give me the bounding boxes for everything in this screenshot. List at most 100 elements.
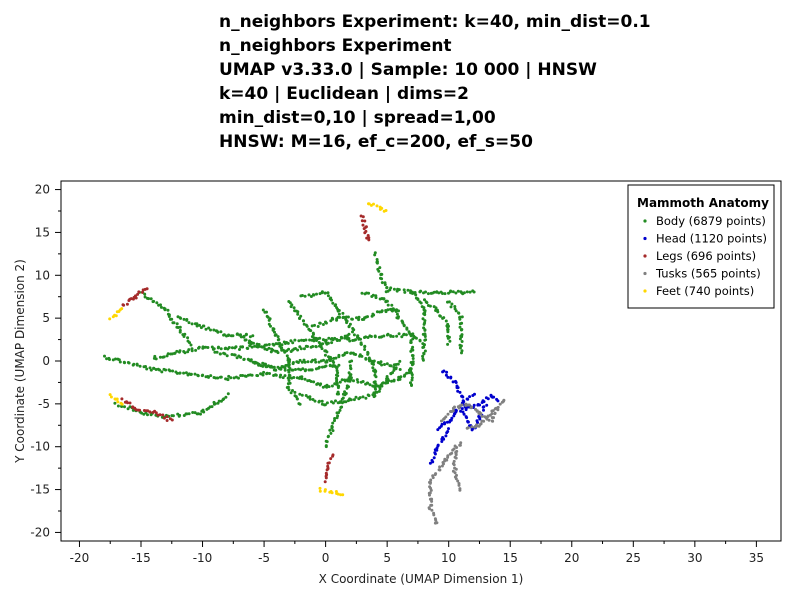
data-point (223, 352, 227, 356)
data-point (478, 416, 482, 419)
data-point (292, 376, 296, 379)
data-point (454, 309, 458, 313)
data-point (312, 332, 315, 336)
data-point (411, 357, 415, 360)
data-point (312, 380, 316, 384)
data-point (457, 406, 461, 410)
data-point (217, 345, 220, 349)
points-layer (103, 202, 506, 525)
data-point (178, 330, 182, 334)
legend-label: Head (1120 points) (656, 232, 767, 246)
data-point (146, 413, 149, 417)
data-point (491, 409, 495, 413)
data-point (444, 373, 448, 377)
data-point (315, 292, 318, 296)
data-point (309, 329, 313, 333)
data-point (385, 333, 389, 337)
data-point (445, 458, 449, 462)
data-point (300, 393, 304, 397)
data-point (308, 395, 312, 399)
data-point (233, 353, 237, 357)
data-point (410, 354, 414, 357)
data-point (453, 305, 457, 308)
data-point (108, 393, 112, 397)
data-point (385, 299, 389, 303)
data-point (384, 381, 387, 385)
data-point (175, 325, 179, 329)
data-point (378, 266, 382, 270)
data-point (460, 334, 463, 338)
data-point (170, 317, 174, 321)
data-point (215, 350, 219, 354)
data-point (244, 338, 248, 342)
data-point (241, 345, 244, 349)
data-point (140, 290, 144, 294)
data-point (498, 402, 502, 406)
data-point (291, 361, 295, 364)
data-point (446, 330, 450, 334)
data-point (367, 291, 371, 295)
data-point (380, 277, 384, 281)
data-point (446, 375, 450, 379)
data-point (274, 342, 278, 346)
data-point (348, 379, 352, 383)
data-point (338, 408, 342, 412)
data-point (217, 399, 221, 403)
data-point (379, 360, 383, 364)
data-point (265, 343, 269, 347)
data-point (327, 385, 331, 389)
data-point (201, 324, 205, 328)
data-point (349, 367, 353, 371)
x-tick-label: -5 (258, 551, 270, 565)
data-point (281, 348, 285, 352)
data-point (287, 369, 291, 373)
y-tick-label: -5 (38, 397, 50, 411)
data-point (329, 357, 333, 361)
data-point (250, 373, 254, 377)
data-point (257, 345, 261, 349)
data-point (189, 373, 193, 376)
data-point (444, 434, 448, 438)
data-point (250, 345, 254, 349)
data-point (276, 335, 280, 339)
data-point (460, 351, 463, 355)
data-point (287, 379, 291, 382)
data-point (191, 411, 195, 414)
data-point (425, 301, 429, 305)
data-point (374, 296, 378, 300)
data-point (298, 392, 302, 396)
data-point (302, 347, 306, 351)
data-point (409, 341, 413, 344)
data-point (443, 421, 446, 425)
data-point (186, 336, 190, 340)
data-point (436, 443, 440, 447)
data-point (386, 303, 390, 307)
data-point (492, 395, 496, 399)
y-tick-label: -15 (30, 483, 50, 497)
data-point (330, 491, 334, 495)
data-point (276, 338, 280, 342)
data-point (338, 315, 342, 319)
data-point (477, 424, 481, 428)
data-point (232, 376, 236, 380)
data-point (369, 335, 373, 338)
data-point (265, 365, 269, 369)
data-point (449, 289, 453, 293)
data-point (352, 328, 356, 332)
data-point (178, 413, 182, 417)
data-point (347, 332, 351, 336)
data-point (311, 345, 315, 348)
data-point (132, 362, 136, 366)
data-point (296, 310, 300, 314)
data-point (397, 315, 400, 319)
data-point (380, 281, 384, 285)
data-point (310, 324, 314, 328)
data-point (331, 338, 335, 342)
data-point (389, 286, 393, 290)
data-point (389, 364, 393, 368)
data-point (411, 360, 415, 364)
data-point (238, 348, 241, 351)
data-point (183, 332, 187, 336)
data-point (374, 375, 378, 379)
data-point (114, 357, 117, 361)
